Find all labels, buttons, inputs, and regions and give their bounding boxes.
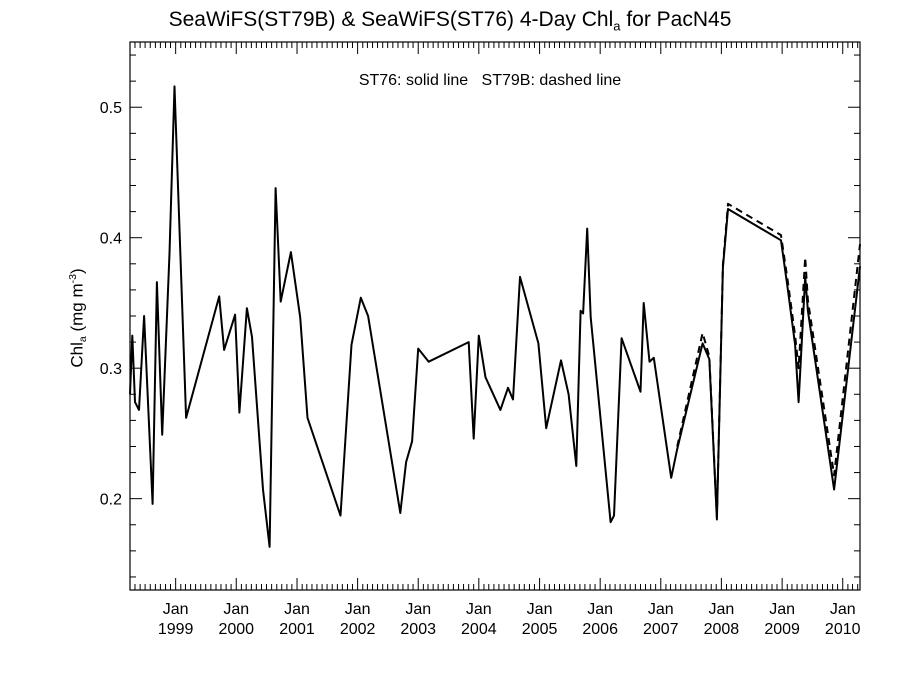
x-tick-year-label: 2006 [582, 621, 618, 638]
legend-annotation: ST76: solid line ST79B: dashed line [359, 72, 621, 89]
x-tick-month-label: Jan [708, 601, 734, 618]
x-tick-year-label: 2009 [764, 621, 800, 638]
chart-title-text: SeaWiFS(ST79B) & SeaWiFS(ST76) 4-Day Chl [168, 8, 614, 31]
x-tick-month-label: Jan [769, 601, 795, 618]
x-tick-year-label: 2004 [461, 621, 497, 638]
x-tick-month-label: Jan [830, 601, 856, 618]
x-tick-year-label: 2007 [643, 621, 679, 638]
x-tick-year-label: 2005 [522, 621, 558, 638]
x-tick-month-label: Jan [223, 601, 249, 618]
x-tick-year-label: 2003 [400, 621, 436, 638]
x-tick-month-label: Jan [284, 601, 310, 618]
x-tick-month-label: Jan [345, 601, 371, 618]
x-tick-year-label: 2008 [704, 621, 740, 638]
series-layer [129, 85, 861, 548]
chart-title-subscript: a [613, 18, 621, 34]
y-tick-label: 0.5 [100, 100, 122, 117]
chart-title: SeaWiFS(ST79B) & SeaWiFS(ST76) 4-Day Chl… [0, 8, 900, 34]
x-tick-month-label: Jan [466, 601, 492, 618]
x-tick-year-label: 2000 [218, 621, 254, 638]
series-line-st76 [129, 85, 861, 548]
x-tick-year-label: 2001 [279, 621, 315, 638]
x-tick-year-label: 2010 [825, 621, 861, 638]
y-tick-label: 0.4 [100, 231, 122, 248]
axis-ticks: 0.2 0.3 0.4 0.5 Jan 1999 Jan 2000 Jan 2001 Jan 2002… [100, 42, 861, 638]
x-tick-month-label: Jan [527, 601, 553, 618]
y-tick-label: 0.2 [100, 492, 122, 509]
x-tick-month-label: Jan [163, 601, 189, 618]
y-tick-label: 0.3 [100, 361, 122, 378]
series-line-st79b [676, 202, 861, 518]
x-tick-month-label: Jan [405, 601, 431, 618]
plot-frame [129, 41, 861, 591]
x-tick-year-label: 1999 [158, 621, 194, 638]
chart-title-suffix: for PacN45 [620, 8, 732, 31]
x-tick-month-label: Jan [648, 601, 674, 618]
x-tick-month-label: Jan [587, 601, 613, 618]
x-tick-year-label: 2002 [340, 621, 376, 638]
